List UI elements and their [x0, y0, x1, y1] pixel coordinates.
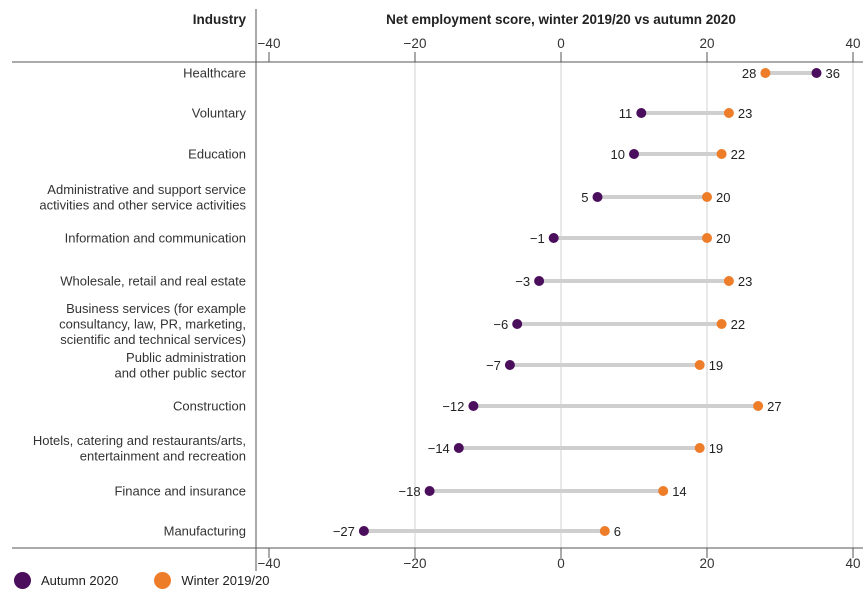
bottom-tick-label: 40 — [845, 556, 860, 571]
winter-point — [599, 526, 610, 536]
bottom-tick-label: −40 — [258, 556, 281, 571]
autumn-value-label: −1 — [530, 231, 545, 246]
bottom-tick-label: −20 — [404, 556, 427, 571]
winter-value-label: 28 — [742, 66, 756, 81]
autumn-point — [534, 276, 545, 286]
autumn-point — [592, 192, 603, 202]
winter-point — [702, 233, 712, 243]
winter-value-label: 22 — [731, 317, 745, 332]
top-tick-label: 40 — [845, 36, 860, 51]
winter-value-label: 22 — [731, 147, 745, 162]
winter-value-label: 14 — [672, 484, 686, 499]
category-label: Hotels, catering and restaurants/arts, en… — [33, 433, 246, 464]
legend-item-winter: Winter 2019/20 — [154, 572, 270, 589]
autumn-value-label: −3 — [515, 274, 530, 289]
legend-swatch-winter — [154, 572, 172, 589]
autumn-value-label: 5 — [581, 190, 588, 205]
autumn-point — [512, 319, 523, 329]
autumn-value-label: −18 — [399, 484, 421, 499]
winter-value-label: 19 — [709, 441, 723, 456]
category-label: Finance and insurance — [114, 484, 246, 499]
bottom-tick-label: 0 — [557, 556, 565, 571]
top-tick-label: −20 — [404, 36, 427, 51]
category-label: Administrative and support service activi… — [39, 182, 246, 213]
winter-point — [694, 360, 705, 370]
autumn-point — [629, 149, 639, 159]
autumn-value-label: 11 — [619, 106, 633, 121]
legend: Autumn 2020 Winter 2019/20 — [14, 572, 306, 589]
bottom-tick-label: 20 — [699, 556, 714, 571]
autumn-value-label: −14 — [428, 441, 450, 456]
legend-item-autumn: Autumn 2020 — [14, 572, 118, 589]
winter-point — [694, 443, 705, 453]
autumn-value-label: 36 — [826, 66, 840, 81]
winter-point — [760, 68, 771, 78]
top-tick-label: 20 — [699, 36, 714, 51]
category-label: Information and communication — [65, 231, 246, 246]
top-tick-label: 0 — [557, 36, 565, 51]
winter-point — [716, 149, 727, 159]
autumn-point — [811, 68, 822, 78]
category-label: Healthcare — [183, 66, 246, 81]
winter-value-label: 27 — [767, 399, 781, 414]
autumn-value-label: −12 — [442, 399, 464, 414]
winter-point — [716, 319, 727, 329]
category-label: Business services (for example consultanc… — [59, 301, 246, 347]
autumn-point — [453, 443, 464, 453]
winter-point — [723, 108, 734, 118]
autumn-point — [548, 233, 559, 243]
category-label: Public administration and other public se… — [114, 350, 246, 381]
top-tick-label: −40 — [258, 36, 281, 51]
autumn-point — [504, 360, 515, 370]
winter-value-label: 23 — [738, 106, 752, 121]
winter-point — [702, 192, 712, 202]
category-label: Wholesale, retail and real estate — [60, 274, 246, 289]
legend-swatch-autumn — [14, 572, 31, 589]
category-label: Voluntary — [192, 106, 247, 121]
autumn-value-label: −7 — [486, 358, 501, 373]
chart-title: Net employment score, winter 2019/20 vs … — [386, 12, 736, 27]
winter-value-label: 20 — [716, 190, 730, 205]
autumn-point — [424, 486, 435, 496]
legend-label-autumn: Autumn 2020 — [41, 573, 119, 588]
autumn-point — [468, 401, 479, 411]
autumn-value-label: −6 — [493, 317, 508, 332]
winter-value-label: 19 — [709, 358, 723, 373]
winter-value-label: 23 — [738, 274, 752, 289]
winter-point — [723, 276, 734, 286]
autumn-value-label: −27 — [333, 524, 355, 539]
category-label: Construction — [173, 399, 246, 414]
winter-point — [658, 486, 669, 496]
autumn-value-label: 10 — [611, 147, 625, 162]
winter-value-label: 6 — [614, 524, 621, 539]
category-label: Education — [188, 147, 246, 162]
autumn-point — [358, 526, 369, 536]
legend-label-winter: Winter 2019/20 — [181, 573, 270, 588]
category-label: Manufacturing — [164, 524, 246, 539]
winter-value-label: 20 — [716, 231, 730, 246]
industry-header: Industry — [193, 12, 247, 27]
winter-point — [753, 401, 764, 411]
autumn-point — [636, 108, 647, 118]
